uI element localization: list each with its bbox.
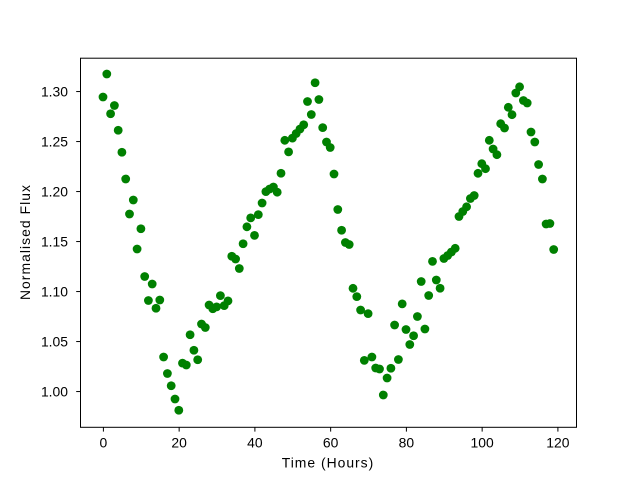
svg-text:80: 80	[399, 434, 415, 450]
svg-text:1.05: 1.05	[41, 334, 68, 350]
svg-text:0: 0	[100, 434, 108, 450]
svg-text:1.25: 1.25	[41, 134, 68, 150]
svg-text:1.00: 1.00	[41, 384, 68, 400]
svg-text:Normalised Flux: Normalised Flux	[17, 184, 33, 300]
svg-text:1.10: 1.10	[41, 284, 68, 300]
svg-text:60: 60	[323, 434, 339, 450]
svg-text:1.30: 1.30	[41, 84, 68, 100]
svg-text:100: 100	[471, 434, 494, 450]
svg-text:Time (Hours): Time (Hours)	[282, 455, 375, 471]
svg-text:40: 40	[247, 434, 263, 450]
svg-text:20: 20	[171, 434, 187, 450]
svg-text:1.15: 1.15	[41, 234, 68, 250]
svg-text:120: 120	[546, 434, 569, 450]
svg-text:1.20: 1.20	[41, 184, 68, 200]
